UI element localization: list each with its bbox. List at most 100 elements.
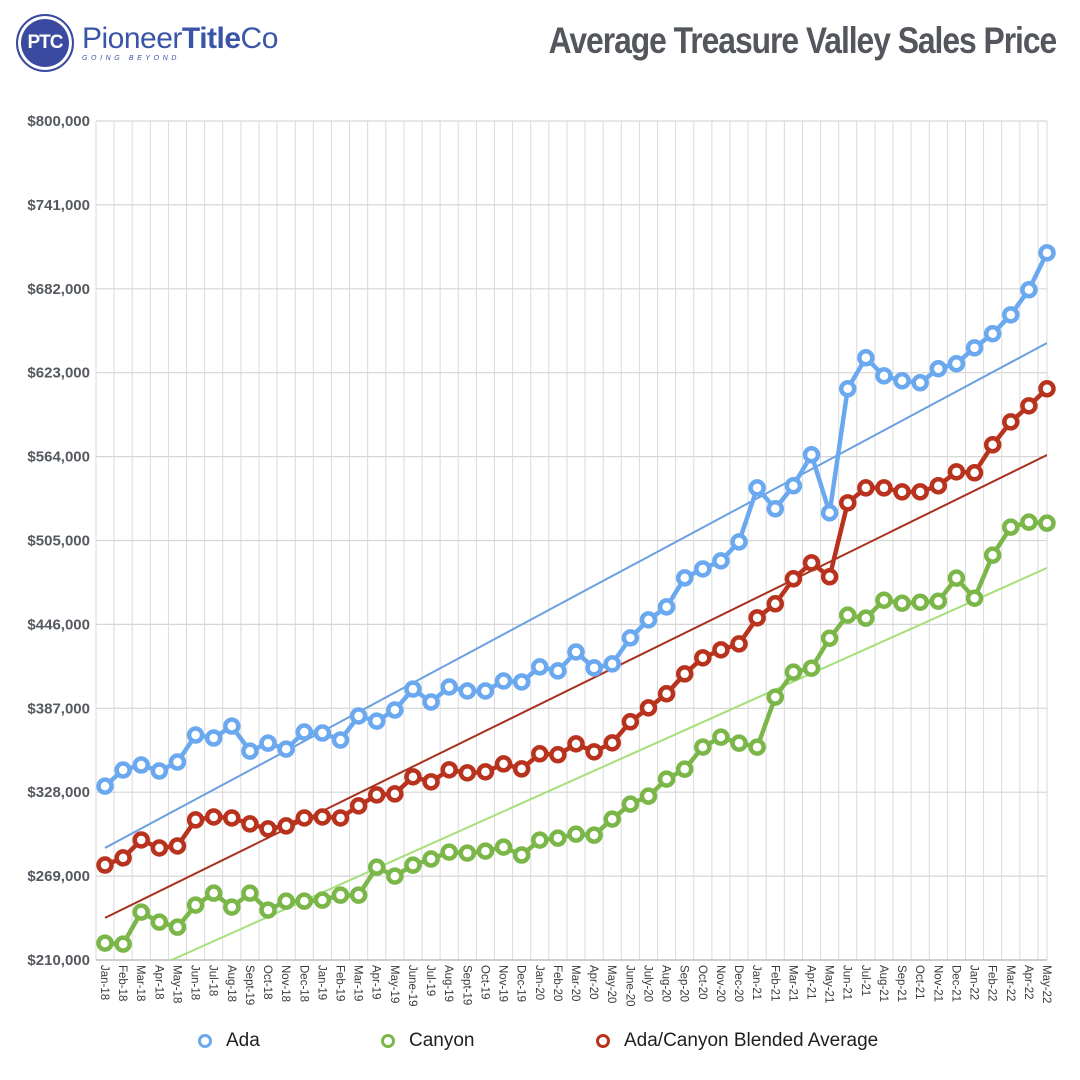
data-point — [132, 831, 150, 849]
data-point — [241, 742, 259, 760]
data-point — [838, 494, 857, 512]
x-tick-label: Apr-20 — [587, 965, 599, 1000]
legend-item-ada[interactable]: Ada — [198, 1030, 260, 1052]
data-point — [603, 655, 621, 673]
x-tick-label: Jun-18 — [189, 965, 201, 1000]
legend-marker-canyon — [381, 1034, 395, 1048]
x-tick-label: Jan-21 — [750, 965, 762, 1000]
x-tick-label: Nov-20 — [714, 965, 726, 1002]
data-point — [766, 688, 785, 706]
x-tick-label: Feb-19 — [334, 965, 346, 1001]
data-point — [404, 856, 422, 874]
data-point — [204, 884, 223, 902]
data-point — [223, 809, 241, 827]
data-point — [259, 734, 277, 752]
y-tick-label: $623,000 — [27, 365, 90, 382]
data-point — [259, 820, 277, 838]
x-tick-label: Sept-19 — [243, 965, 255, 1005]
logo-tagline: GOING BEYOND — [82, 55, 181, 62]
data-point — [114, 761, 132, 779]
data-point — [150, 839, 169, 857]
data-point — [585, 826, 603, 844]
data-point — [168, 837, 187, 855]
data-point — [712, 641, 730, 659]
legend-item-blended[interactable]: Ada/Canyon Blended Average — [596, 1030, 878, 1052]
x-tick-label: Feb-20 — [551, 965, 563, 1001]
data-point — [114, 935, 132, 953]
x-tick-label: July-20 — [641, 965, 653, 1002]
x-tick-label: Mar-19 — [352, 965, 364, 1001]
data-point — [295, 809, 314, 827]
x-tick-label: June-20 — [623, 965, 635, 1007]
x-tick-label: Dec-19 — [515, 965, 527, 1002]
data-point — [875, 479, 893, 497]
data-point — [367, 858, 386, 876]
legend-item-canyon[interactable]: Canyon — [381, 1030, 475, 1052]
x-tick-label: Jul-18 — [207, 965, 219, 996]
data-point — [567, 643, 585, 661]
data-point — [712, 728, 730, 746]
data-point — [241, 884, 259, 902]
data-point — [1002, 518, 1020, 536]
line-chart: $210,000 $269,000 $328,000 $387,000 $446,000… — [27, 113, 1056, 1007]
data-point — [603, 810, 621, 828]
data-point — [458, 682, 477, 700]
data-point — [168, 753, 187, 771]
x-tick-label: Nov-21 — [931, 965, 943, 1002]
data-point — [567, 735, 585, 753]
data-point — [494, 838, 513, 856]
data-point — [965, 589, 984, 607]
data-point — [150, 762, 169, 780]
data-point — [929, 359, 948, 378]
data-point — [784, 663, 803, 681]
data-point — [549, 829, 567, 847]
y-tick-label: $682,000 — [27, 281, 90, 298]
data-point — [422, 693, 440, 711]
data-point — [621, 713, 640, 731]
logo-name-bold: Title — [181, 22, 241, 55]
data-point — [277, 892, 295, 910]
logo-badge: PTC — [16, 14, 74, 72]
x-tick-label: Aug-20 — [660, 965, 672, 1002]
data-point — [929, 592, 948, 610]
x-tick-label: May-18 — [170, 965, 182, 1003]
data-point — [204, 808, 223, 826]
y-axis: $210,000 $269,000 $328,000 $387,000 $446,000… — [27, 113, 90, 969]
x-tick-label: Feb-22 — [986, 965, 998, 1001]
data-point — [639, 699, 658, 717]
x-tick-label: Jul-19 — [424, 965, 436, 996]
data-point — [766, 500, 785, 518]
data-point — [476, 842, 495, 860]
x-tick-label: Jan-19 — [315, 965, 327, 1000]
data-point — [512, 673, 531, 691]
x-tick-label: Jan-22 — [968, 965, 980, 1000]
data-point — [784, 570, 803, 588]
data-point — [313, 891, 332, 909]
data-point — [150, 913, 169, 931]
data-point — [295, 892, 314, 910]
x-axis: Jan-18 Feb-18 Mar-18 Apr-18 May-18 Jun-18 Jul-… — [98, 965, 1052, 1007]
data-point — [422, 773, 440, 791]
data-point — [349, 797, 368, 815]
data-point — [531, 831, 549, 849]
data-point — [875, 367, 893, 385]
x-tick-label: Aug-21 — [877, 965, 889, 1002]
series-line-canyon — [104, 519, 1048, 947]
trendline-canyon — [169, 567, 1047, 960]
chart-title: Average Treasure Valley Sales Price — [548, 20, 1057, 61]
x-tick-label: May-20 — [605, 965, 617, 1003]
x-tick-label: Aug-19 — [442, 965, 454, 1002]
data-point — [367, 786, 386, 804]
data-point — [96, 856, 114, 874]
data-point — [331, 809, 350, 827]
data-point — [386, 867, 404, 885]
data-point — [512, 846, 531, 864]
data-point — [349, 707, 368, 725]
data-point — [168, 918, 187, 936]
x-tick-label: Nov-18 — [279, 965, 291, 1002]
series — [96, 244, 1056, 953]
y-tick-label: $505,000 — [27, 533, 90, 550]
data-point — [241, 815, 259, 833]
data-point — [712, 552, 730, 570]
data-point — [621, 629, 640, 647]
